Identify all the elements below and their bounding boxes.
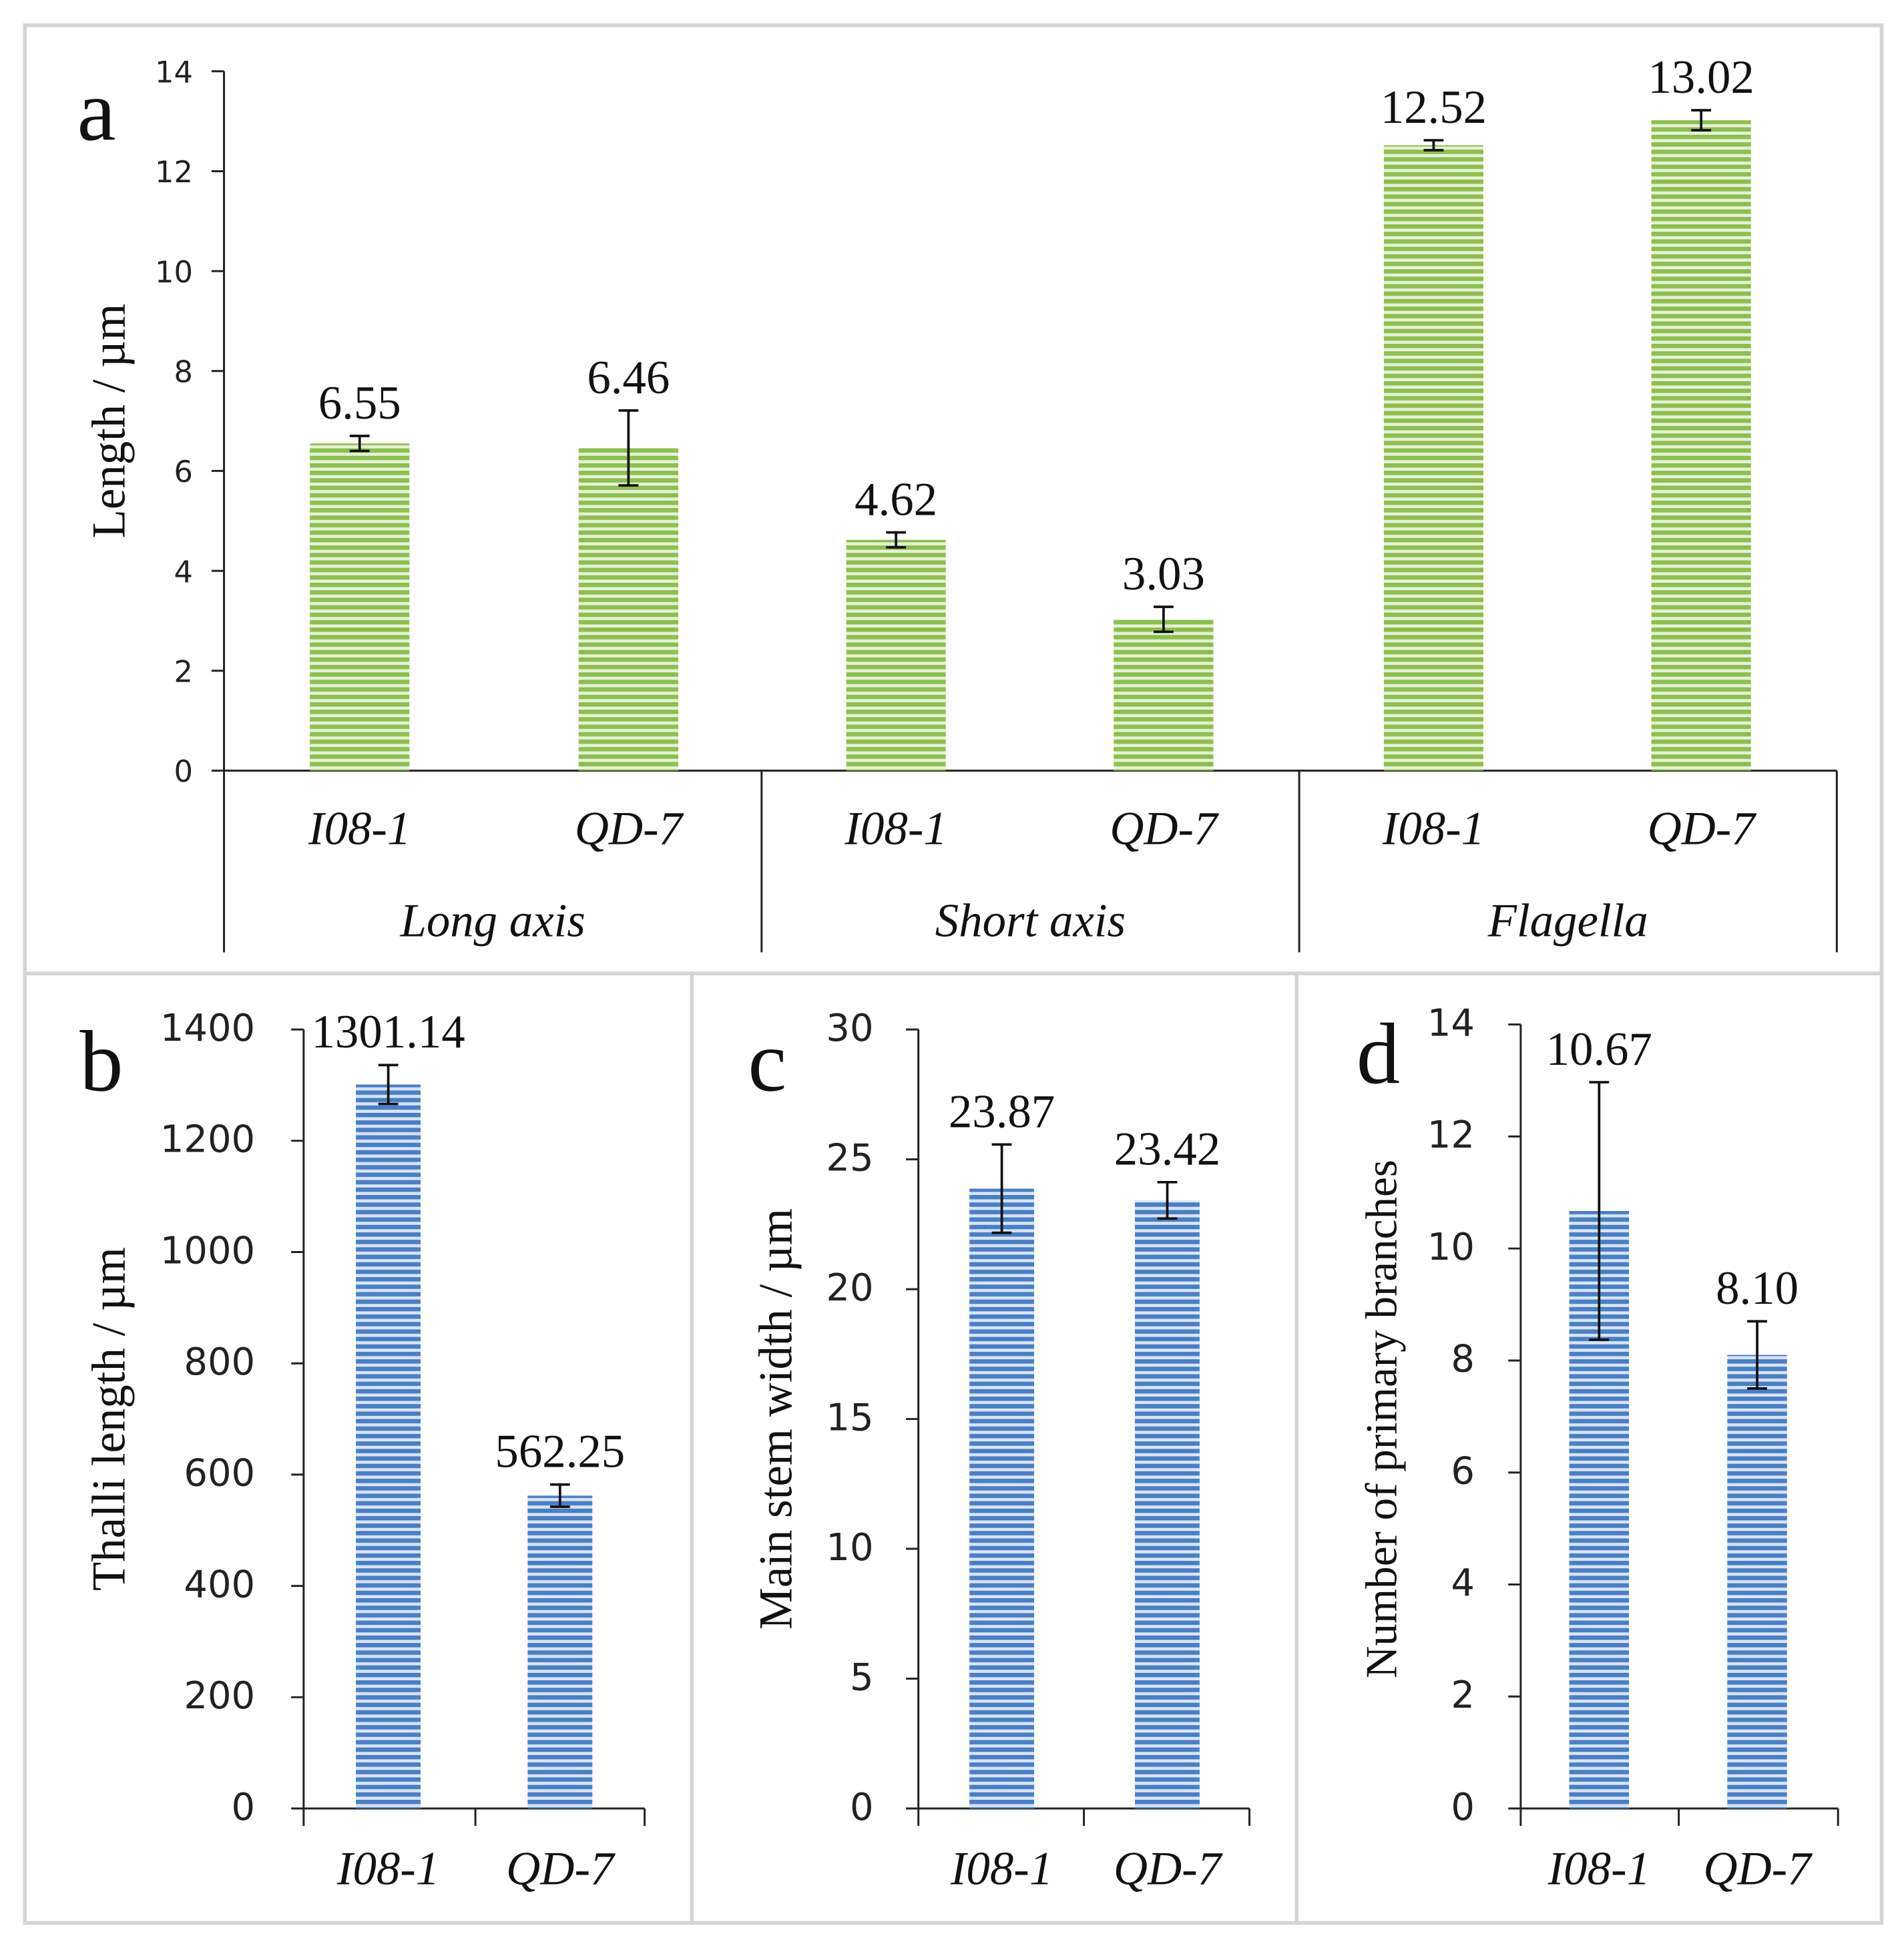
chart-panel-d: d 0 2 4 6 8 10 12 14 Number of primary branches 10…: [1356, 1001, 1839, 1895]
y-tick-label: 0: [232, 1786, 256, 1829]
y-axis-label: Main stem width / µm: [750, 1208, 802, 1630]
panel-frames: [23, 23, 1884, 1925]
bar: [356, 1084, 421, 1809]
y-tick-label: 15: [826, 1396, 873, 1439]
data-label: 562.25: [495, 1426, 625, 1478]
x-tick-label: QD-7: [506, 1843, 616, 1895]
data-label: 6.46: [587, 352, 670, 404]
x-tick-label: I08-1: [336, 1843, 439, 1895]
panel-label: c: [748, 1013, 786, 1110]
panel-label: a: [77, 63, 116, 159]
data-label: 23.42: [1114, 1124, 1220, 1176]
y-tick-label: 600: [184, 1452, 255, 1495]
data-label: 4.62: [855, 473, 937, 525]
x-tick-label: I08-1: [1548, 1843, 1650, 1895]
data-label: 1301.14: [311, 1006, 465, 1058]
y-tick-label: 20: [826, 1266, 873, 1310]
y-tick-label: 10: [826, 1526, 873, 1569]
x-tick-label: QD-7: [1114, 1843, 1223, 1895]
bar: [578, 447, 678, 771]
y-tick-label: 0: [1451, 1786, 1475, 1829]
y-tick-label: 10: [1427, 1226, 1475, 1269]
y-tick-label: 5: [850, 1656, 874, 1699]
group-label: Short axis: [935, 895, 1126, 947]
data-label: 6.55: [318, 377, 401, 429]
y-tick-label: 12: [1427, 1114, 1475, 1157]
data-label: 10.67: [1546, 1023, 1652, 1075]
y-tick-label: 8: [174, 354, 192, 390]
data-label: 12.52: [1381, 81, 1487, 134]
y-tick-label: 1000: [160, 1229, 255, 1272]
bar: [1383, 145, 1483, 771]
x-tick-label: QD-7: [1703, 1843, 1813, 1895]
chart-panel-b: b 0 200 400 600 800 1000 1200 1400 Thalli length …: [79, 1006, 646, 1895]
y-tick-label: 8: [1451, 1338, 1475, 1381]
y-tick-label: 0: [174, 754, 192, 789]
y-tick-label: 14: [1427, 1001, 1475, 1045]
y-tick-label: 1200: [160, 1118, 255, 1162]
x-tick-label: I08-1: [844, 802, 947, 855]
bar: [1135, 1200, 1200, 1809]
y-tick-label: 25: [826, 1136, 873, 1180]
bar: [969, 1188, 1035, 1809]
x-tick-label: I08-1: [308, 802, 411, 855]
y-tick-label: 400: [184, 1563, 255, 1606]
y-axis-label: Thalli length / µm: [83, 1247, 135, 1591]
data-label: 3.03: [1122, 548, 1205, 600]
bar: [527, 1495, 593, 1809]
data-label: 23.87: [949, 1085, 1055, 1138]
group-label: Long axis: [399, 895, 585, 947]
x-tick-label: I08-1: [950, 1843, 1053, 1895]
x-tick-label: QD-7: [1110, 802, 1219, 855]
y-tick-label: 0: [850, 1786, 874, 1829]
x-tick-label: I08-1: [1382, 802, 1485, 855]
bar: [1651, 120, 1751, 771]
y-tick-label: 6: [1451, 1449, 1475, 1493]
bar: [310, 443, 410, 771]
y-tick-label: 30: [826, 1007, 873, 1050]
x-tick-label: QD-7: [575, 802, 684, 855]
y-tick-label: 14: [155, 55, 193, 90]
y-tick-label: 6: [174, 454, 192, 489]
bar: [846, 539, 946, 771]
y-tick-label: 4: [1451, 1561, 1475, 1605]
bar: [1727, 1355, 1787, 1809]
y-tick-label: 12: [155, 154, 193, 190]
y-axis-label: Length / µm: [83, 304, 135, 539]
y-tick-label: 800: [184, 1341, 255, 1384]
y-tick-label: 2: [174, 654, 192, 690]
bar: [1114, 619, 1214, 771]
chart-panel-c: c 0 5 10 15 20 25 30 Main stem width / µm 23.87 I0…: [748, 1007, 1250, 1895]
x-tick-label: QD-7: [1648, 802, 1757, 855]
data-label: 13.02: [1648, 51, 1754, 103]
y-tick-label: 2: [1451, 1674, 1475, 1717]
group-label: Flagella: [1487, 895, 1648, 947]
panel-label: b: [79, 1013, 123, 1110]
chart-panel-a: a 0 2 4 6 8 10 12 14 Length / µm 6.55 I08-1 6.46 QD-7…: [77, 51, 1838, 953]
y-tick-label: 1400: [160, 1007, 255, 1050]
data-label: 8.10: [1716, 1262, 1799, 1314]
y-axis-label: Number of primary branches: [1356, 1160, 1406, 1678]
y-tick-label: 4: [174, 554, 192, 589]
y-tick-label: 200: [184, 1674, 255, 1718]
y-tick-label: 10: [155, 254, 193, 290]
panel-label: d: [1357, 1006, 1400, 1102]
